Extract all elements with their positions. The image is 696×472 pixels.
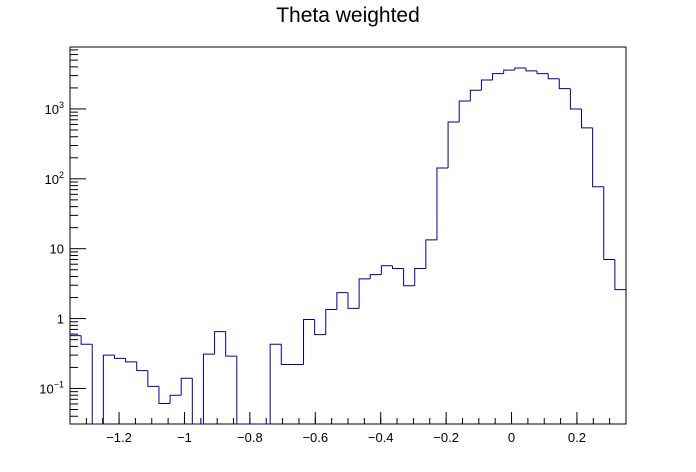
histogram-bin xyxy=(269,343,282,424)
y-tick-label: 102 xyxy=(45,170,64,187)
histogram-bin xyxy=(169,394,182,404)
histogram-bin xyxy=(102,354,115,424)
histogram-bin xyxy=(547,73,560,80)
histogram-bin xyxy=(191,378,204,425)
histogram-bin xyxy=(147,370,159,387)
histogram-bin xyxy=(614,259,626,291)
histogram-bin xyxy=(503,69,515,74)
histogram-bin xyxy=(569,88,582,110)
histogram-bin xyxy=(414,268,426,286)
histogram-bin xyxy=(80,335,93,345)
histogram-bin xyxy=(525,68,538,72)
y-tick-label: 1 xyxy=(57,312,64,327)
histogram-bin xyxy=(136,361,148,372)
histogram-bin xyxy=(436,167,449,240)
histogram-bin xyxy=(314,319,326,336)
histogram-bin xyxy=(514,67,526,71)
histogram-bin xyxy=(125,358,137,363)
histogram-bin xyxy=(236,356,248,425)
histogram-bin xyxy=(425,239,437,269)
histogram-bin xyxy=(180,377,193,396)
histogram-bin xyxy=(469,89,482,101)
histogram-bin xyxy=(336,292,348,310)
histogram-bin xyxy=(592,127,604,188)
histogram-bin xyxy=(380,265,393,275)
histogram-bin xyxy=(536,70,549,75)
histogram-bin xyxy=(480,79,493,91)
histogram-bin xyxy=(492,73,504,80)
x-tick-label: −1.2 xyxy=(106,430,132,445)
histogram-bin xyxy=(369,274,382,279)
y-tick-label: 10−1 xyxy=(39,379,64,396)
histogram-bin xyxy=(280,344,293,366)
histogram-bin xyxy=(391,265,404,270)
histogram-bin xyxy=(558,78,571,90)
chart-title: Theta weighted xyxy=(276,4,420,27)
y-tick-base: 10 xyxy=(45,102,59,117)
histogram-bin xyxy=(358,278,371,309)
histogram-bin xyxy=(325,308,337,335)
histogram-bin xyxy=(458,100,471,123)
x-tick-label: −0.6 xyxy=(302,430,328,445)
x-tick-label: −1 xyxy=(177,430,192,445)
plot-frame xyxy=(69,46,627,425)
x-tick-label: −0.2 xyxy=(433,430,459,445)
x-tick-label: 0.2 xyxy=(568,430,586,445)
x-tick-label: −0.8 xyxy=(237,430,263,445)
histogram-bin xyxy=(202,353,215,424)
histogram-bin xyxy=(603,186,615,261)
y-tick-base: 10 xyxy=(39,381,53,396)
x-tick-label: 0 xyxy=(508,430,515,445)
y-tick-label: 10 xyxy=(50,242,64,257)
x-tick-label: −0.4 xyxy=(368,430,394,445)
y-tick-label: 103 xyxy=(45,100,64,117)
histogram-bin xyxy=(113,355,126,359)
y-tick-exponent: −1 xyxy=(54,379,64,389)
histogram-bin xyxy=(403,268,415,287)
y-tick-exponent: 2 xyxy=(59,170,64,180)
histogram-bin xyxy=(91,344,104,425)
y-tick-exponent: 3 xyxy=(59,100,64,110)
histogram-bin xyxy=(225,331,237,357)
histogram-bin xyxy=(347,292,360,309)
histogram-bin xyxy=(214,331,226,355)
histogram-bin xyxy=(447,121,460,168)
histogram-bin xyxy=(158,386,171,404)
y-tick-base: 10 xyxy=(45,172,59,187)
histogram-bin xyxy=(303,319,315,365)
histogram-bin xyxy=(581,108,593,129)
